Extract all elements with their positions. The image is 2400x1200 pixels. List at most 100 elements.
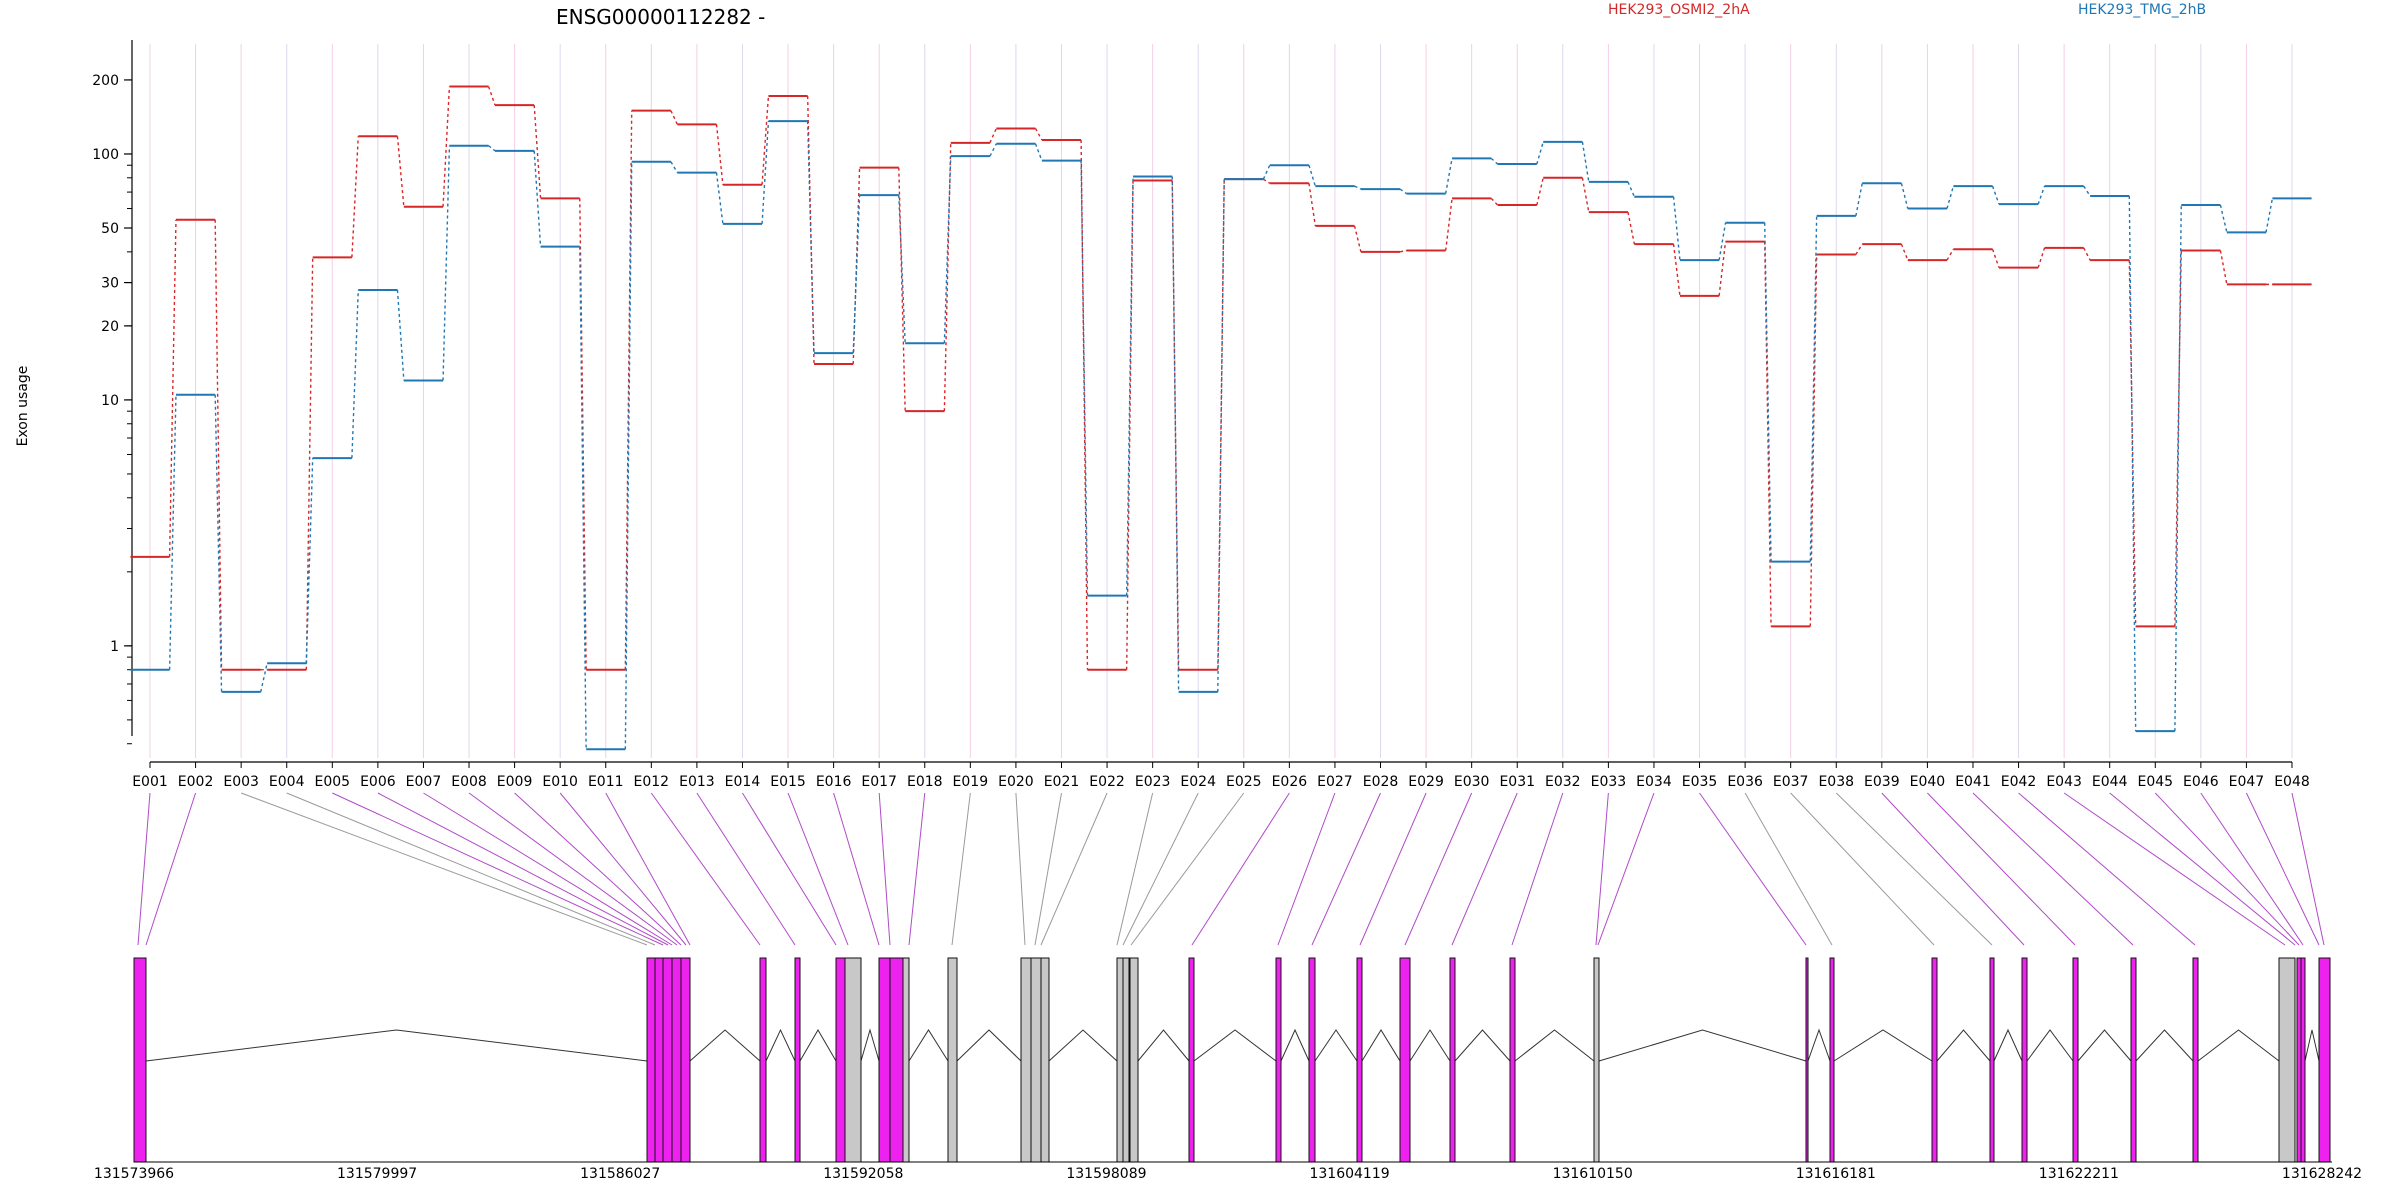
series-connector [1672,196,1681,261]
connector-e028 [1311,792,1381,946]
x-tick-label-e004: E004 [269,774,305,790]
connector-e012 [650,792,761,946]
intron-line [2304,1029,2320,1062]
series-connector [1080,160,1089,596]
series-connector [1764,222,1772,562]
series-connector [943,156,952,344]
exon-box [1829,957,1835,1163]
exon-box [654,957,664,1163]
connector-e009 [514,792,682,946]
series-connector [1855,243,1863,255]
series-connector [1855,183,1863,217]
connector-e013 [696,792,796,946]
x-tick-label-e033: E033 [1591,774,1627,790]
x-tick-label-e025: E025 [1226,774,1262,790]
x-tick-label-e023: E023 [1135,774,1171,790]
connector-e005 [332,792,664,946]
connector-e039 [1881,792,2025,946]
series-connector [1536,141,1544,165]
exon-box [2192,957,2199,1163]
series-connector [989,128,997,144]
x-tick-label-e009: E009 [497,774,533,790]
x-tick-label-e029: E029 [1408,774,1444,790]
exon-connectors [137,792,2325,946]
intron-line [1137,1029,1190,1062]
series-connector [2174,250,2182,627]
connector-e010 [559,792,687,946]
series-connector [1809,254,1818,627]
x-tick-label-e002: E002 [178,774,214,790]
series-connector [1354,185,1362,190]
genome-coord-label: 131610150 [1553,1166,1633,1182]
series-connector [260,663,268,693]
series-connector [305,458,314,664]
connector-e006 [377,792,669,946]
x-tick-label-e038: E038 [1818,774,1854,790]
series-connector [806,121,815,354]
series-connector [1034,128,1043,141]
connector-e026 [1191,792,1290,946]
x-tick-label-e026: E026 [1272,774,1308,790]
series-connector [488,145,496,152]
x-tick-label-e046: E046 [2183,774,2219,790]
connector-e035 [1699,792,1807,946]
x-tick-label-e015: E015 [770,774,806,790]
series-connector [1900,183,1909,209]
series-connector [1490,197,1499,206]
series-2 [130,120,2312,751]
exon-box [878,957,891,1163]
exon-box [1275,957,1282,1163]
legend-series-1: HEK293_OSMI2_2hA [1608,2,1750,18]
connector-e008 [468,792,678,946]
series-connector [1581,177,1590,213]
connector-e015 [787,792,849,946]
exon-box [1356,957,1363,1163]
x-tick-label-e041: E041 [1955,774,1991,790]
intron-line [1936,1029,1991,1062]
series-connector [761,95,770,185]
connector-e001 [137,792,151,946]
x-tick-label-e001: E001 [132,774,168,790]
intron-line [1193,1029,1277,1062]
series-connector [1672,244,1681,296]
series-connector [2174,205,2182,732]
intron-line [689,1029,761,1062]
exon-box [947,957,958,1163]
intron-line [1807,1028,1831,1062]
intron-line [956,1029,1022,1062]
x-tick-label-e031: E031 [1499,774,1535,790]
x-tick-label-e040: E040 [1910,774,1946,790]
x-tick-label-e028: E028 [1363,774,1399,790]
intron-line [1048,1029,1118,1062]
series-connector [2037,247,2046,268]
series-connector [1399,249,1407,253]
x-tick-label-e007: E007 [406,774,442,790]
series-connector [1946,185,1955,209]
intron-line [1314,1029,1358,1062]
series-connector [533,105,542,199]
x-tick-label-e047: E047 [2229,774,2265,790]
x-tick-label-e018: E018 [907,774,943,790]
exon-box [1116,957,1124,1163]
legend-series-2: HEK293_TMG_2hB [2078,2,2206,18]
series-connector [168,394,177,670]
intron-line [2077,1029,2132,1062]
connector-e033 [1595,792,1609,946]
series-connector [533,150,542,247]
y-tick-label-30: 30 [101,276,119,292]
series-connector [898,195,906,344]
series-connector [2265,198,2274,233]
exon-box [889,957,904,1163]
series-connector [1444,158,1453,194]
series-connector [1308,165,1317,187]
connector-e011 [605,792,691,946]
intron-line [799,1029,837,1062]
series-connector [214,219,223,670]
series-connector [1171,176,1180,692]
series-connector [1263,178,1271,184]
exon-box [1188,957,1195,1163]
exon-box [1931,957,1938,1163]
x-tick-label-e045: E045 [2137,774,2173,790]
x-tick-label-e048: E048 [2274,774,2310,790]
